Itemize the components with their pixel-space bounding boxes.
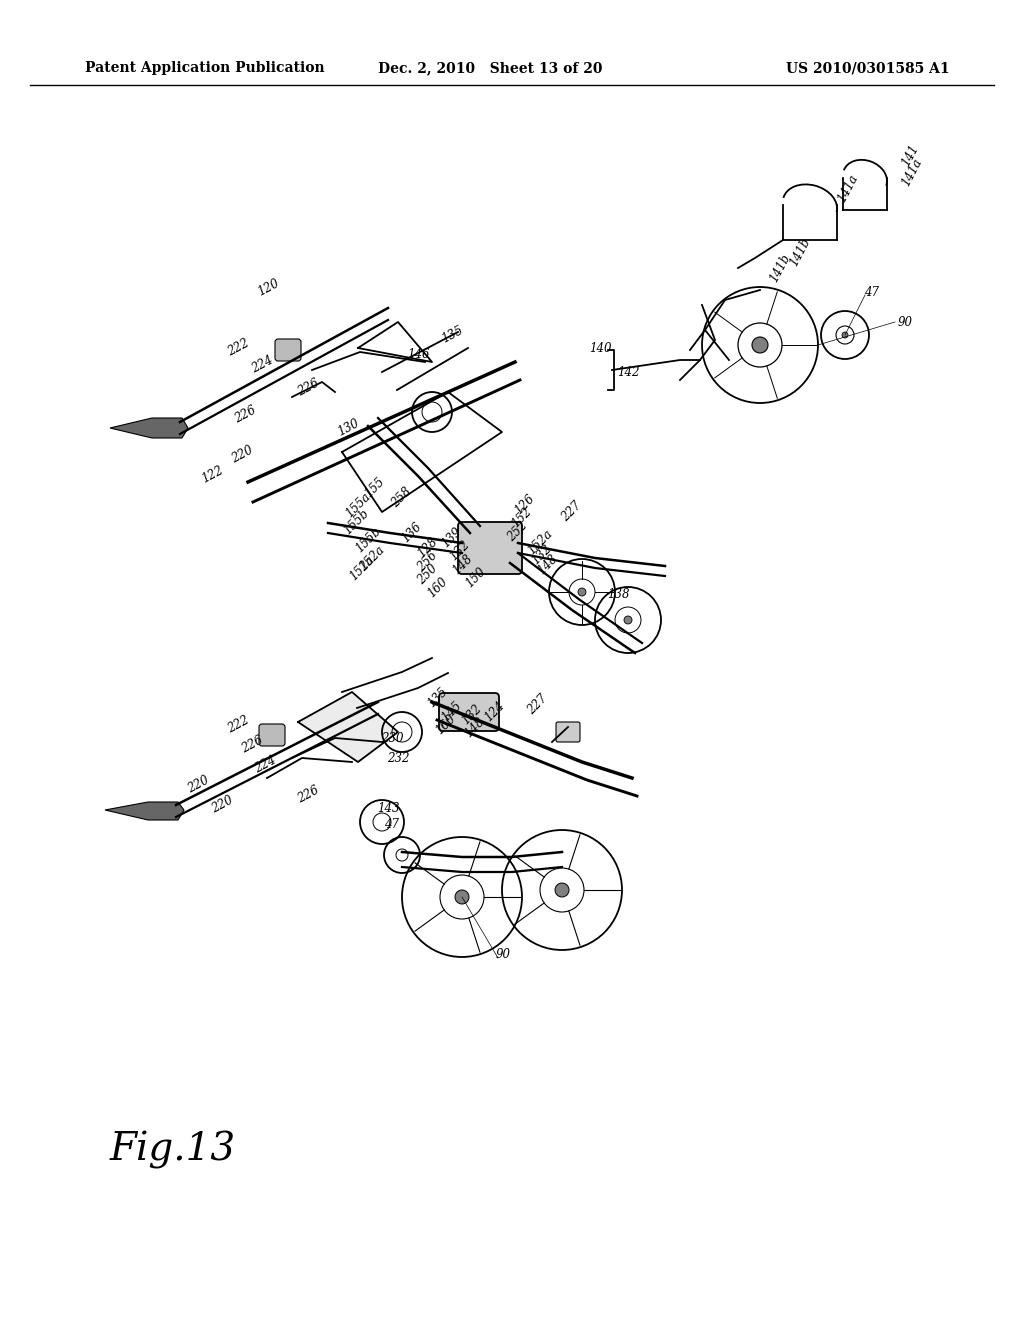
FancyBboxPatch shape <box>275 339 301 360</box>
FancyBboxPatch shape <box>556 722 580 742</box>
Text: 220: 220 <box>185 774 211 796</box>
Text: 120: 120 <box>255 277 281 300</box>
Text: 138: 138 <box>607 589 630 602</box>
Circle shape <box>624 616 632 624</box>
Text: 152a: 152a <box>357 543 387 573</box>
Text: 155: 155 <box>362 475 387 500</box>
Text: Fig.13: Fig.13 <box>110 1131 237 1170</box>
Text: 250: 250 <box>416 562 440 587</box>
Text: 155b: 155b <box>353 525 383 556</box>
Text: 142: 142 <box>616 366 639 379</box>
Text: 252: 252 <box>506 520 530 545</box>
Text: 47: 47 <box>384 818 399 832</box>
Text: 135: 135 <box>439 323 465 346</box>
Text: 126: 126 <box>512 492 538 517</box>
Text: 258: 258 <box>389 486 415 511</box>
Circle shape <box>455 890 469 904</box>
Text: 143: 143 <box>377 801 399 814</box>
Text: 140: 140 <box>589 342 611 355</box>
Text: 226: 226 <box>295 784 321 807</box>
Text: 136: 136 <box>399 520 425 545</box>
Text: 145: 145 <box>439 700 465 725</box>
Text: 141b: 141b <box>767 252 793 284</box>
Text: 222: 222 <box>225 337 251 359</box>
Text: 224: 224 <box>249 354 275 376</box>
Polygon shape <box>298 692 398 762</box>
Text: 90: 90 <box>897 315 912 329</box>
Text: 128: 128 <box>416 536 440 561</box>
Circle shape <box>555 883 569 898</box>
Text: 146: 146 <box>407 348 429 362</box>
Text: 139: 139 <box>439 525 465 550</box>
Text: 226: 226 <box>232 404 258 426</box>
Text: 227: 227 <box>559 499 585 524</box>
Text: 47: 47 <box>864 285 880 298</box>
Text: 230: 230 <box>381 731 403 744</box>
Text: 160: 160 <box>433 713 459 738</box>
Text: 152: 152 <box>510 506 535 531</box>
Text: 226: 226 <box>295 378 321 399</box>
Text: 132: 132 <box>447 539 472 564</box>
Text: 227: 227 <box>525 693 551 718</box>
Text: 132: 132 <box>529 543 555 568</box>
Text: 124: 124 <box>482 700 508 725</box>
Polygon shape <box>110 418 188 438</box>
Text: 224: 224 <box>252 754 278 776</box>
Text: 141: 141 <box>899 143 921 168</box>
Text: 256: 256 <box>416 549 440 574</box>
Text: Dec. 2, 2010   Sheet 13 of 20: Dec. 2, 2010 Sheet 13 of 20 <box>378 61 602 75</box>
Text: Patent Application Publication: Patent Application Publication <box>85 61 325 75</box>
Text: 226: 226 <box>239 734 265 756</box>
Circle shape <box>842 333 848 338</box>
Text: 141b: 141b <box>787 236 813 268</box>
Text: 148: 148 <box>536 553 560 578</box>
Text: 90: 90 <box>496 949 511 961</box>
Text: US 2010/0301585 A1: US 2010/0301585 A1 <box>786 61 950 75</box>
Text: 152a: 152a <box>347 553 377 583</box>
FancyBboxPatch shape <box>458 521 522 574</box>
Circle shape <box>578 587 586 597</box>
FancyBboxPatch shape <box>259 723 285 746</box>
Text: 222: 222 <box>225 714 251 737</box>
Text: 220: 220 <box>209 793 234 816</box>
Text: 132: 132 <box>460 702 484 727</box>
Text: 141a: 141a <box>899 156 925 187</box>
Text: 150: 150 <box>464 565 488 590</box>
Text: 148: 148 <box>451 553 475 578</box>
Circle shape <box>752 337 768 352</box>
Text: 220: 220 <box>229 444 255 466</box>
Text: 122: 122 <box>199 463 225 486</box>
Text: 232: 232 <box>387 751 410 764</box>
Text: 155a: 155a <box>343 490 373 520</box>
Text: 141a: 141a <box>836 172 860 205</box>
Text: 135: 135 <box>425 685 451 710</box>
Polygon shape <box>105 803 184 820</box>
Text: 130: 130 <box>335 417 361 440</box>
FancyBboxPatch shape <box>439 693 499 731</box>
Text: 152a: 152a <box>525 527 555 557</box>
Text: 155b: 155b <box>341 507 372 537</box>
Text: 160: 160 <box>425 576 451 601</box>
Text: 148: 148 <box>463 715 487 741</box>
